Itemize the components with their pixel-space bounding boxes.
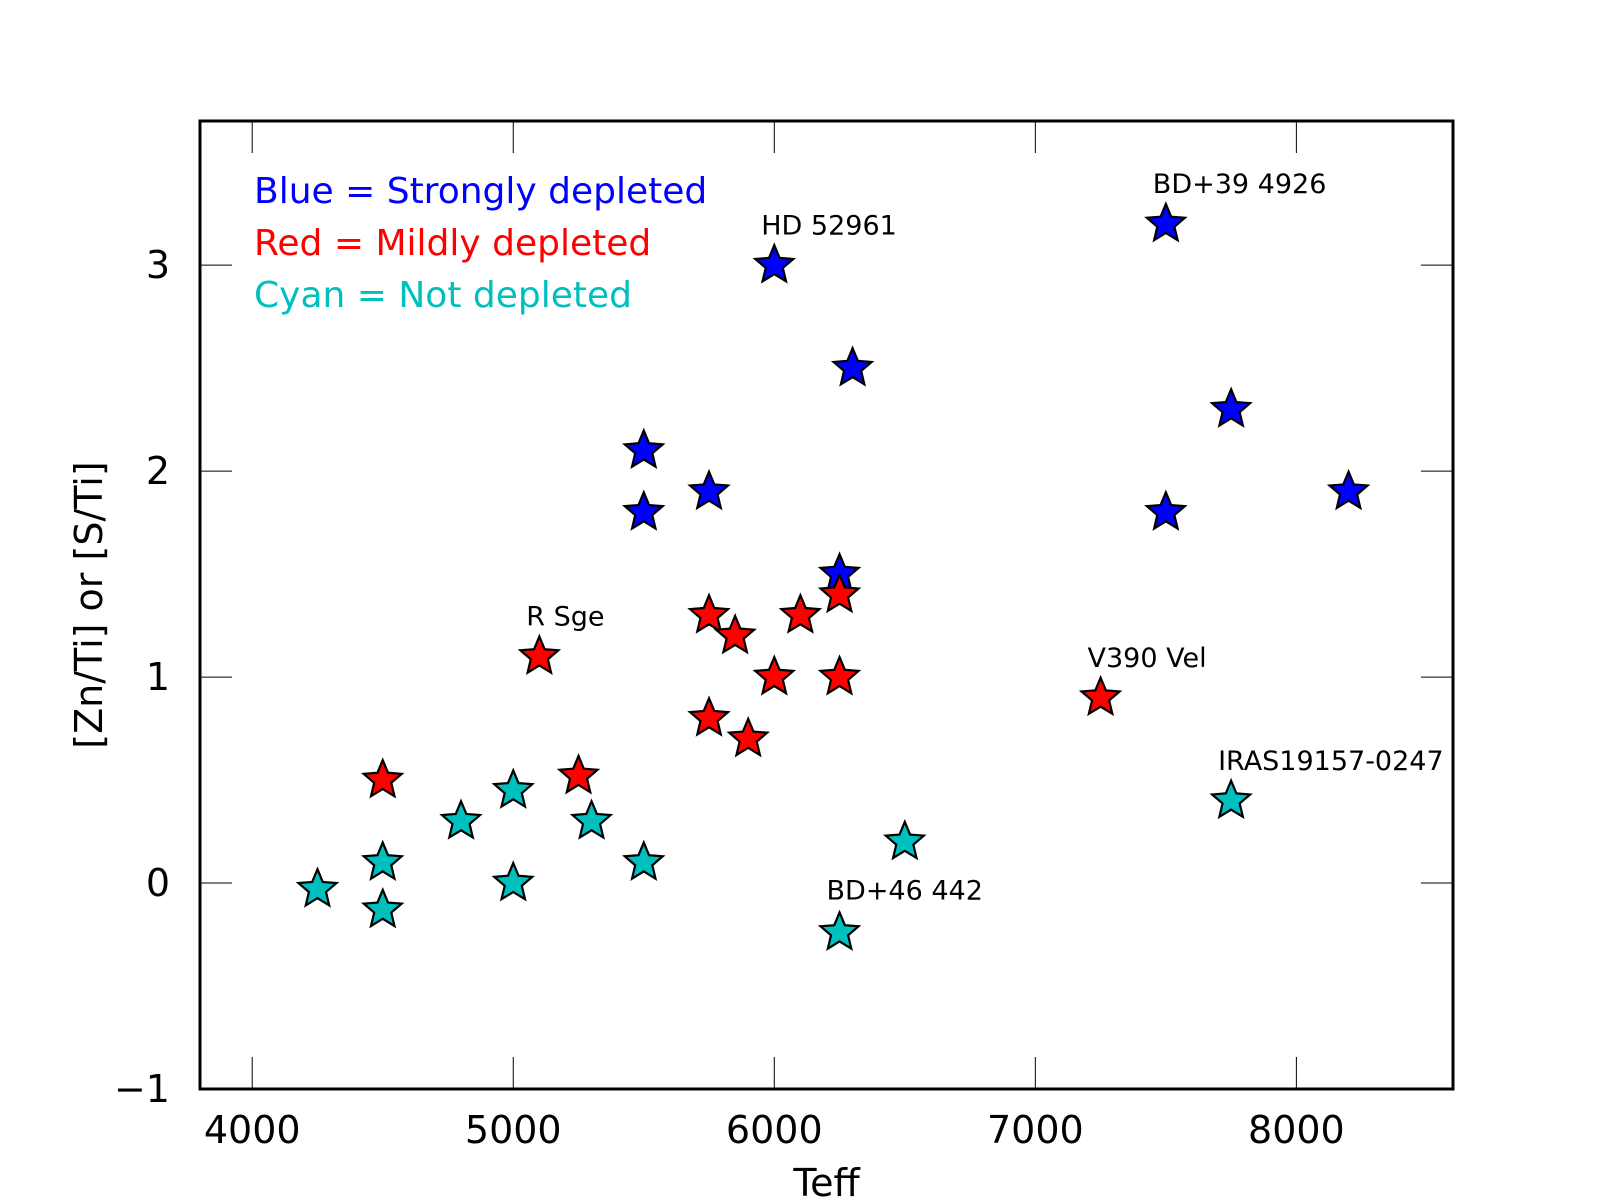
legend-entry: Blue = Strongly depleted: [254, 171, 707, 212]
data-point-star: [830, 345, 875, 387]
x-tick-label: 8000: [1248, 1108, 1345, 1152]
tick-labels: 4000 5000 6000 7000 8000 −1 0 1 2 3: [114, 243, 1345, 1152]
point-annotation: V390 Vel: [1088, 643, 1207, 674]
data-point-star: [439, 798, 483, 840]
data-point-star: [1144, 489, 1188, 531]
series-not-depleted: [295, 767, 1253, 951]
legend-entry: Red = Mildly depleted: [254, 223, 651, 264]
point-annotation: BD+46 442: [827, 876, 983, 907]
data-point-star: [713, 613, 757, 655]
point-annotation: BD+39 4926: [1153, 169, 1327, 200]
data-point-star: [883, 818, 927, 861]
point-annotation: R Sge: [526, 602, 604, 633]
y-tick-label: 0: [146, 861, 170, 905]
data-point-star: [360, 839, 405, 881]
data-point-star: [491, 860, 535, 902]
data-point-star: [1078, 674, 1123, 717]
data-point-star: [817, 909, 862, 951]
data-point-star: [687, 592, 731, 634]
x-tick-label: 7000: [987, 1108, 1084, 1152]
series-strongly-depleted: [622, 201, 1371, 593]
data-point-star: [1209, 777, 1253, 820]
data-point-star: [687, 695, 731, 737]
data-point-star: [360, 757, 405, 799]
data-point-star: [1326, 468, 1371, 511]
x-axis-title: Teff: [792, 1161, 860, 1200]
data-point-star: [817, 571, 862, 614]
x-tick-label: 4000: [204, 1108, 301, 1152]
data-point-star: [1144, 201, 1188, 243]
data-point-star: [622, 489, 666, 531]
legend-entry: Cyan = Not depleted: [254, 275, 632, 316]
data-point-star: [752, 654, 797, 696]
data-point-star: [726, 716, 770, 758]
point-annotation: HD 52961: [761, 210, 897, 241]
data-point-star: [1209, 386, 1253, 428]
data-point-star: [622, 839, 666, 881]
axis-ticks: [200, 121, 1453, 1090]
y-tick-label: 2: [146, 449, 170, 493]
data-point-star: [687, 468, 731, 511]
point-annotation: IRAS19157-0247: [1218, 746, 1444, 777]
y-tick-label: 3: [146, 243, 170, 287]
y-tick-label: 1: [146, 655, 170, 699]
annotations: HD 52961 BD+39 4926 R Sge V390 Vel IRAS19157…: [526, 169, 1443, 906]
data-point-star: [569, 798, 614, 840]
data-point-star: [517, 633, 562, 675]
legend: Blue = Strongly depleted Red = Mildly dep…: [254, 171, 707, 316]
data-points: [295, 201, 1371, 951]
data-point-star: [778, 592, 823, 634]
y-tick-label: −1: [114, 1067, 170, 1111]
data-point-star: [817, 654, 862, 696]
data-point-star: [295, 866, 340, 908]
data-point-star: [556, 753, 601, 795]
x-tick-label: 5000: [465, 1108, 562, 1152]
data-point-star: [491, 767, 535, 809]
series-mildly-depleted: [360, 571, 1123, 799]
plot-frame: [198, 119, 1455, 1091]
y-axis-title: [Zn/Ti] or [S/Ti]: [67, 461, 111, 748]
data-point-star: [752, 242, 797, 284]
x-tick-label: 6000: [726, 1108, 823, 1152]
data-point-star: [360, 886, 405, 929]
data-point-star: [622, 427, 666, 470]
